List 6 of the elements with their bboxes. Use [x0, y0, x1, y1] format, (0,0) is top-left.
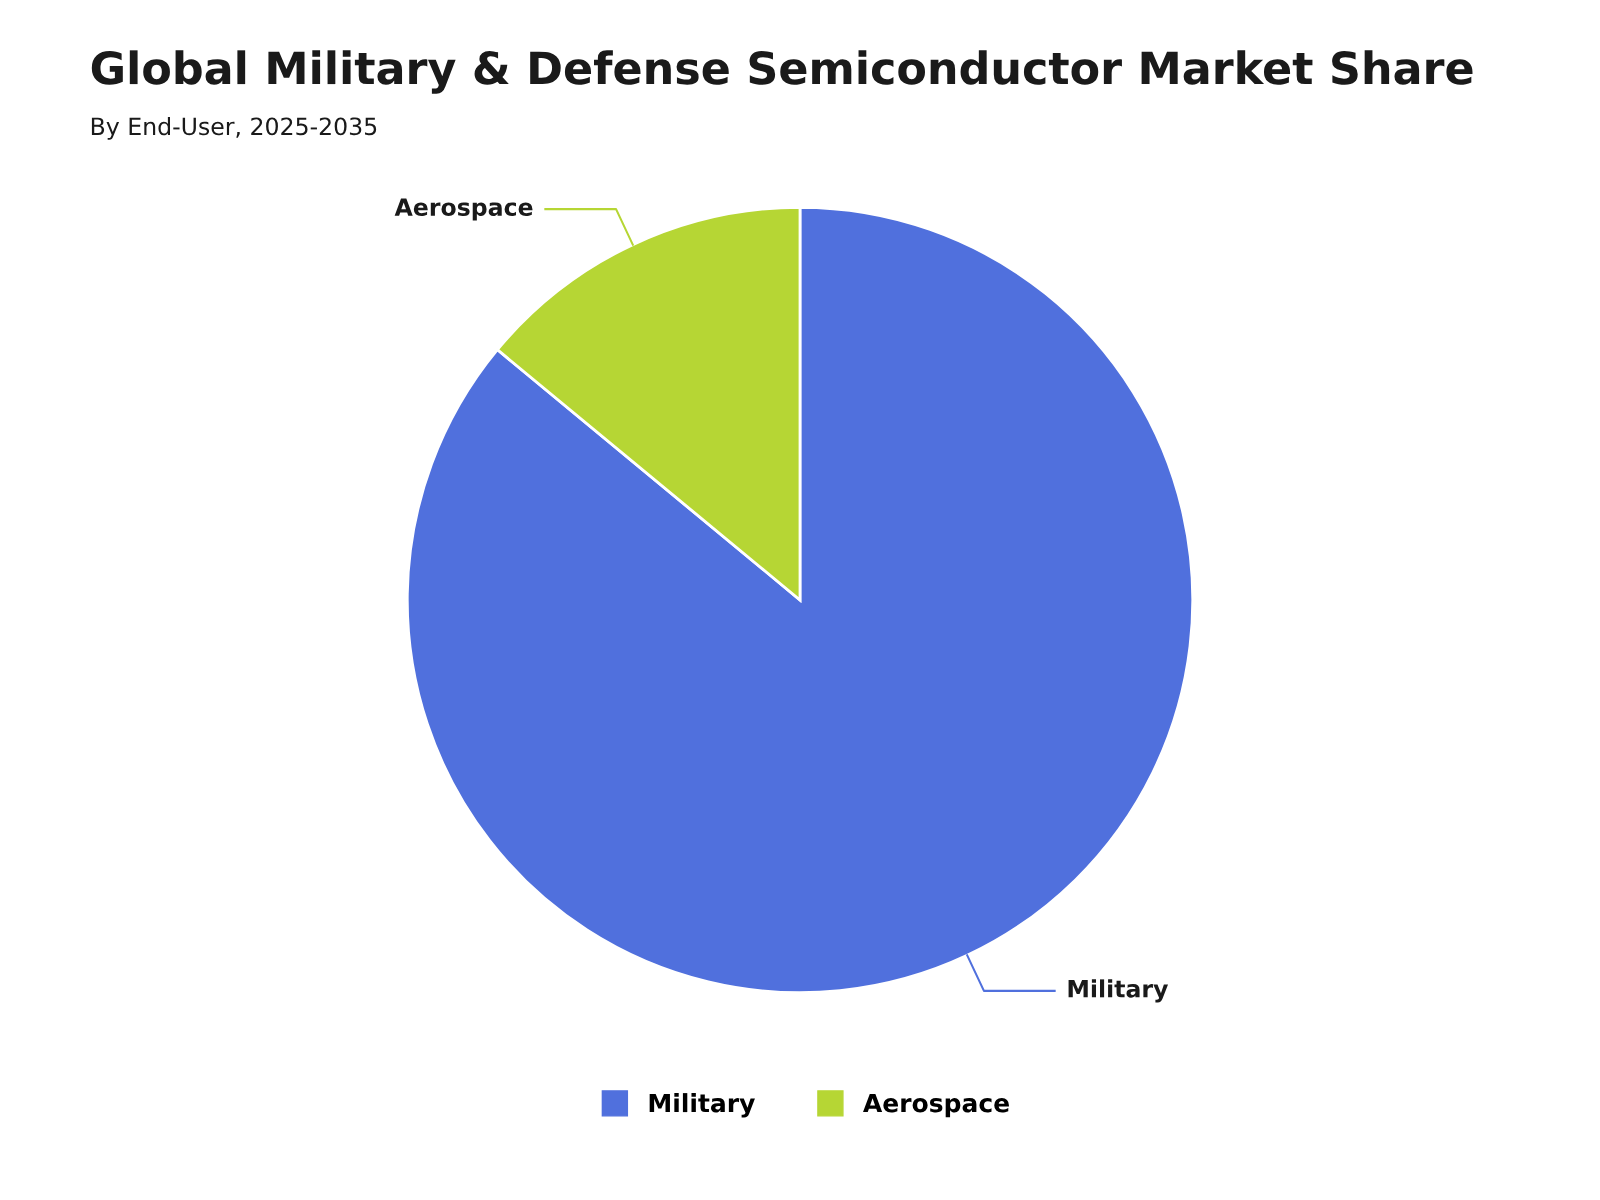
slice-label: Aerospace — [394, 198, 533, 221]
slice-label: Military — [1068, 979, 1169, 1003]
legend-label: Military — [649, 1093, 755, 1118]
legend-label: Aerospace — [863, 1093, 1009, 1118]
chart-subtitle: By End-User, 2025-2035 — [91, 116, 377, 140]
chart-title: Global Military & Defense Semiconductor Market Share — [91, 50, 1473, 94]
